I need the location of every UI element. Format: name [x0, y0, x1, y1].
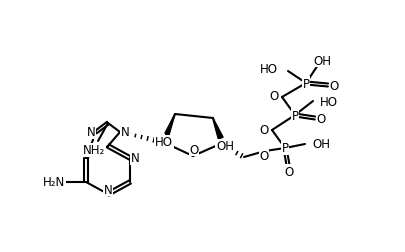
Text: O: O [284, 165, 293, 178]
Text: O: O [269, 89, 278, 102]
Text: P: P [291, 109, 298, 122]
Text: HO: HO [319, 95, 337, 108]
Text: HO: HO [155, 136, 173, 149]
Text: O: O [259, 150, 268, 163]
Text: H₂N: H₂N [43, 176, 65, 189]
Text: O: O [315, 112, 325, 125]
Text: O: O [189, 143, 198, 156]
Text: N: N [120, 126, 129, 139]
Text: O: O [259, 124, 268, 137]
Text: OH: OH [311, 138, 329, 151]
Text: OH: OH [312, 54, 330, 67]
Text: N: N [86, 126, 95, 139]
Polygon shape [213, 118, 222, 139]
Text: NH₂: NH₂ [83, 144, 105, 157]
Text: N: N [103, 183, 112, 196]
Text: HO: HO [259, 62, 277, 75]
Text: P: P [281, 142, 288, 155]
Text: O: O [328, 79, 338, 92]
Text: N: N [130, 152, 139, 165]
Text: P: P [302, 77, 309, 90]
Text: OH: OH [215, 140, 233, 153]
Polygon shape [164, 115, 175, 135]
